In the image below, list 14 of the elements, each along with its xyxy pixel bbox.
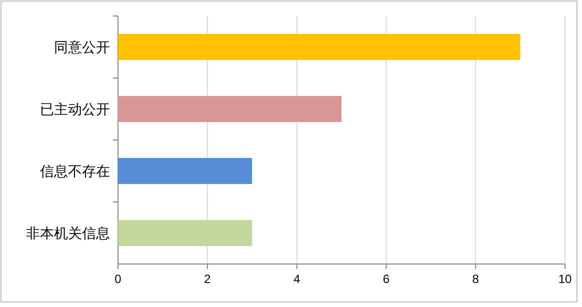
y-tick-label: 已主动公开 (40, 101, 110, 117)
bar (118, 220, 252, 246)
bar (118, 158, 252, 184)
x-tick-label: 2 (204, 272, 212, 286)
x-tick-label: 4 (293, 272, 300, 286)
y-tick-label: 非本机关信息 (26, 225, 110, 241)
x-tick-label: 6 (382, 272, 390, 286)
y-tick-label: 信息不存在 (40, 163, 110, 179)
x-tick-label: 10 (558, 272, 572, 286)
y-tick-label: 同意公开 (54, 39, 110, 55)
x-tick-label: 8 (472, 272, 480, 286)
bar (118, 34, 520, 60)
bar (118, 96, 342, 122)
x-tick-label: 0 (114, 272, 122, 286)
